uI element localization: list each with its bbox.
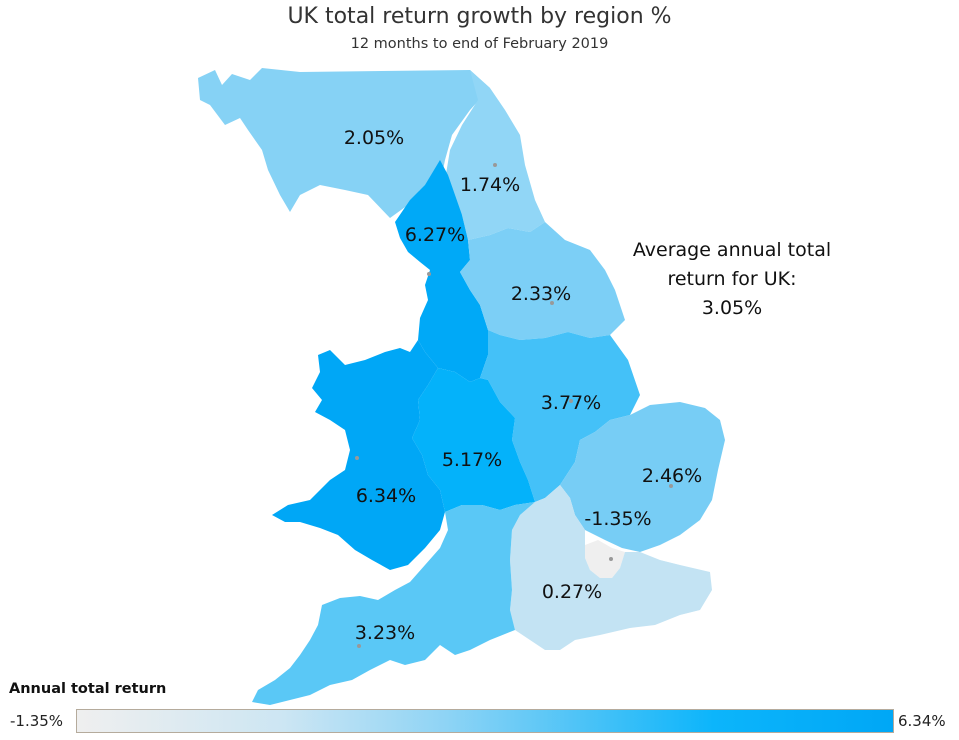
chart-subtitle: 12 months to end of February 2019 — [350, 36, 609, 52]
annotation-line-1: Average annual total — [632, 239, 832, 261]
region-label-london: -1.35% — [584, 508, 652, 530]
region-south-west[interactable] — [252, 502, 535, 705]
annotation-value: 3.05% — [701, 297, 763, 319]
city-dot — [427, 272, 431, 276]
region-label-west-midlands: 5.17% — [441, 449, 503, 471]
region-south-east[interactable] — [510, 485, 712, 650]
annotation-line-2: return for UK: — [667, 268, 797, 290]
legend-max-label: 6.34% — [898, 712, 946, 730]
region-label-south-east: 0.27% — [541, 581, 603, 603]
region-west-midlands[interactable] — [412, 368, 535, 512]
region-north-east[interactable] — [445, 70, 545, 240]
region-label-south-west: 3.23% — [354, 622, 416, 644]
region-east-midlands[interactable] — [480, 330, 640, 502]
city-dot — [609, 557, 613, 561]
region-label-north-east: 1.74% — [459, 174, 521, 196]
region-label-yorkshire: 2.33% — [510, 283, 572, 305]
city-dot — [550, 301, 554, 305]
region-label-east-of-england: 2.46% — [641, 465, 703, 487]
region-north-west[interactable] — [395, 160, 488, 382]
region-scotland[interactable] — [198, 68, 490, 218]
uk-average-annotation: Average annual total return for UK: 3.05… — [612, 236, 852, 323]
legend-title: Annual total return — [9, 681, 167, 697]
city-dot — [355, 456, 359, 460]
region-london[interactable] — [585, 540, 625, 578]
city-dot — [493, 163, 497, 167]
city-dot — [669, 484, 673, 488]
region-wales[interactable] — [272, 340, 445, 570]
legend-min-label: -1.35% — [10, 712, 64, 730]
region-yorkshire[interactable] — [460, 222, 625, 340]
region-label-north-west: 6.27% — [404, 224, 466, 246]
city-dot — [357, 644, 361, 648]
region-label-scotland: 2.05% — [343, 127, 405, 149]
chart-title: UK total return growth by region % — [287, 4, 672, 29]
region-label-wales: 6.34% — [355, 485, 417, 507]
city-dot — [569, 399, 573, 403]
legend-color-ramp — [76, 709, 894, 733]
region-label-east-midlands: 3.77% — [540, 392, 602, 414]
region-east-of-england[interactable] — [560, 402, 725, 552]
